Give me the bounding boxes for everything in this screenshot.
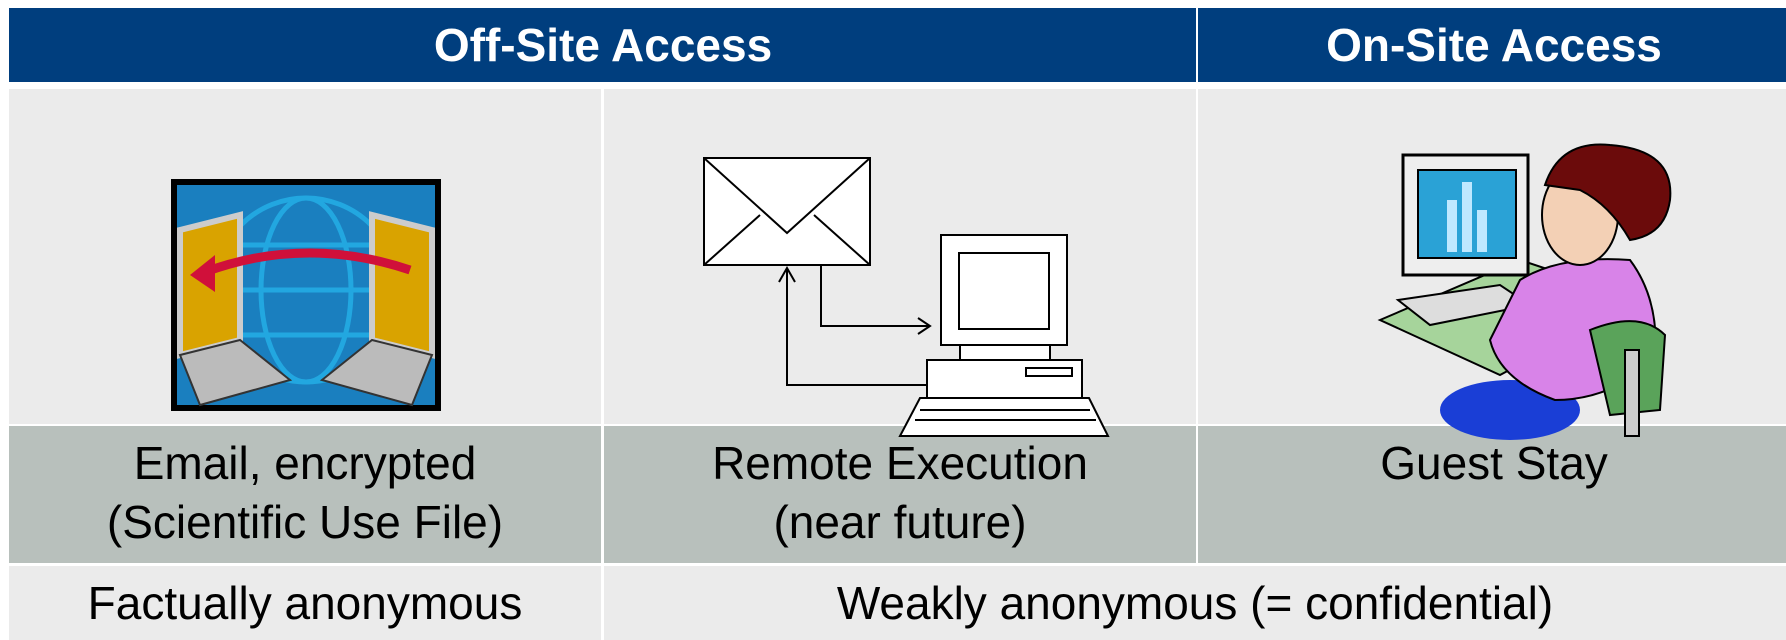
label-cell	[1198, 426, 1786, 563]
guest-stay-icon	[1377, 143, 1672, 440]
anonymity-cell	[604, 566, 1786, 640]
image-cell	[604, 89, 1196, 424]
method-label: (near future)	[773, 496, 1026, 548]
anonymity-cell	[9, 566, 601, 640]
anonymity-label: Factually anonymous	[88, 577, 523, 629]
label-cell	[9, 426, 601, 563]
header-title: On-Site Access	[1326, 19, 1662, 71]
method-label: (Scientific Use File)	[107, 496, 503, 548]
method-label: Remote Execution	[712, 437, 1088, 489]
method-label: Email, encrypted	[134, 437, 477, 489]
header-title: Off-Site Access	[434, 19, 772, 71]
remote-execution-icon	[703, 157, 1110, 437]
method-label: Guest Stay	[1380, 437, 1608, 489]
header-cell	[1198, 8, 1786, 82]
anonymity-label: Weakly anonymous (= confidential)	[837, 577, 1553, 629]
email-icon	[171, 179, 441, 411]
header-cell	[9, 8, 1196, 82]
label-cell	[604, 426, 1196, 563]
